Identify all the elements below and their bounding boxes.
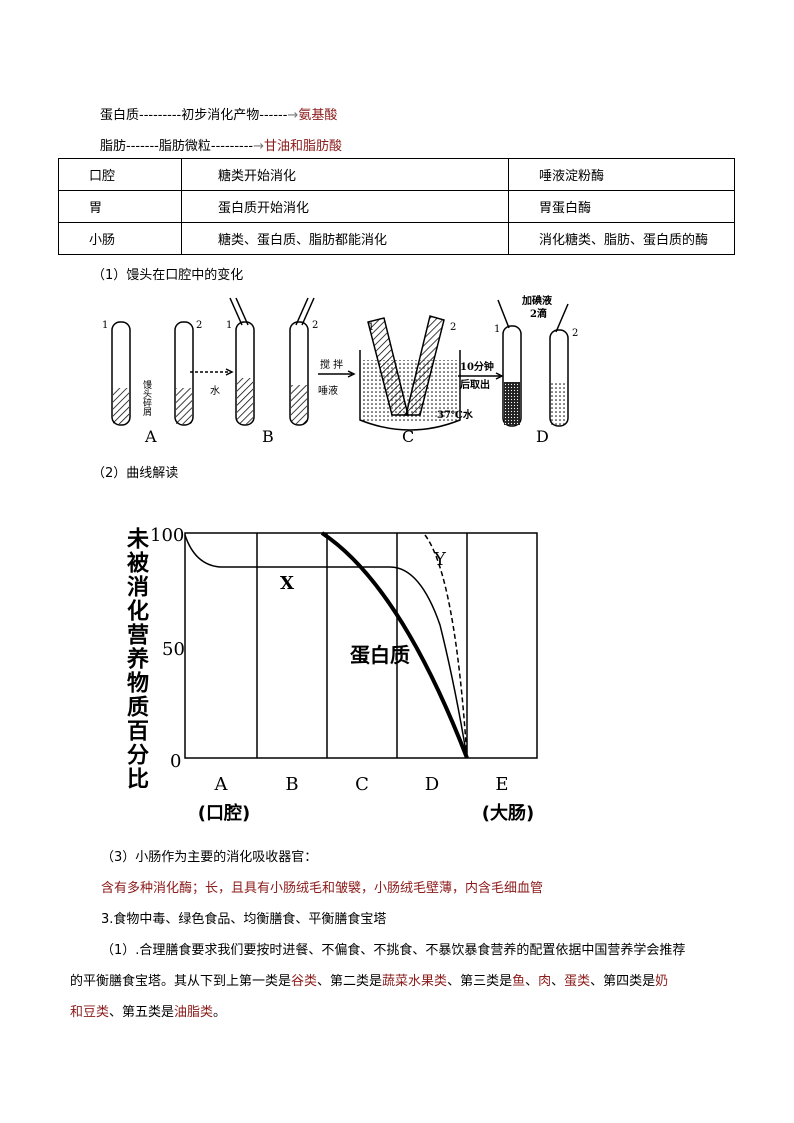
step-label: C: [402, 427, 414, 446]
saliva-label: 唾液: [318, 384, 338, 397]
takeout-label: 后取出: [460, 378, 490, 391]
text: 、第四类是: [590, 974, 656, 989]
highlight: 肉: [538, 974, 552, 989]
table-cell: 胃蛋白酶: [508, 190, 735, 223]
flow-text: 初步消化产物: [181, 108, 260, 123]
highlight: 谷类: [291, 974, 318, 989]
x-tick: C: [355, 774, 369, 795]
x-tick: A: [214, 774, 229, 795]
flow-result: 氨基酸: [298, 108, 338, 123]
test-tube: [289, 321, 309, 426]
arrow-icon: →: [287, 108, 299, 123]
curve-protein: [320, 531, 469, 759]
answer-text: 含有多种消化酶；长，且具有小肠绒毛和皱襞，小肠绒毛壁薄，内含毛细血管: [101, 881, 544, 896]
tube-label: 2: [572, 328, 578, 339]
paragraph-line: （1）.合理膳食要求我们要按时进餐、不偏食、不挑食、不暴饮暴食营养的配置依据中国…: [101, 943, 686, 958]
tube-label: 2: [312, 320, 318, 331]
fat-flow: 脂肪-------脂肪微粒---------→甘油和脂肪酸: [100, 135, 342, 154]
table-row: 小肠 糖类、蛋白质、脂肪都能消化 消化糖类、脂肪、蛋白质的酶: [58, 222, 735, 255]
digestion-curve-figure: 未被消化营养物质百分比 100 50 0 X Y 蛋白质 A B C D E (…: [123, 525, 538, 824]
text: 、第三类是: [447, 974, 513, 989]
y-tick: 100: [150, 525, 184, 546]
x-sublabel: (口腔): [198, 802, 250, 824]
test-tube: [235, 321, 255, 426]
curve-x: [184, 534, 468, 759]
text: 的平衡膳食宝塔。其从下到上第一类是: [70, 974, 292, 989]
text: 、: [551, 974, 565, 989]
drops-label: 2滴: [530, 307, 547, 320]
y-tick: 0: [170, 751, 181, 772]
table-cell: 口腔: [58, 158, 182, 191]
section-heading: （2）曲线解读: [92, 466, 179, 481]
text: 。: [213, 1005, 227, 1020]
section-heading: 3.食物中毒、绿色食品、均衡膳食、平衡膳食宝塔: [101, 912, 387, 927]
table-cell: 糖类开始消化: [181, 158, 509, 191]
flow-dash: ---------: [139, 108, 182, 123]
protein-flow: 蛋白质---------初步消化产物------→氨基酸: [100, 104, 337, 123]
x-sublabel: (大肠): [482, 802, 534, 824]
table-cell: 消化糖类、脂肪、蛋白质的酶: [508, 222, 735, 255]
step-label: B: [262, 427, 274, 446]
table-cell: 唾液淀粉酶: [508, 158, 735, 191]
x-tick: D: [425, 774, 439, 795]
experiment-diagram: 1 2 1 2 1 2 1 2 馒头碎屑 水 唾液 搅 拌 37℃水 10分钟 …: [102, 294, 578, 446]
curve-y-label: Y: [433, 549, 447, 570]
table-row: 口腔 糖类开始消化 唾液淀粉酶: [58, 158, 735, 191]
plot-frame: [184, 532, 538, 759]
text: 、第二类是: [317, 974, 383, 989]
table-cell: 胃: [58, 190, 182, 223]
test-tube: [174, 321, 194, 426]
paragraph-line: 和豆类、第五类是油脂类。: [70, 1001, 226, 1020]
tube-label: 2: [450, 322, 456, 333]
highlight: 鱼: [512, 974, 526, 989]
highlight: 油脂类: [174, 1005, 214, 1020]
bath-label: 37℃水: [437, 408, 474, 421]
crumbs-label: 馒头碎屑: [141, 379, 152, 416]
step-label: A: [144, 427, 157, 446]
test-tube: [111, 321, 131, 426]
y-axis-label: 未被消化营养物质百分比: [123, 527, 150, 791]
tube-label: 1: [226, 320, 232, 331]
table-row: 胃蛋白质开始消化 胃蛋白酶: [58, 190, 735, 223]
wait-label: 10分钟: [460, 360, 494, 373]
table-cell: 小肠: [58, 222, 182, 255]
tube-label: 1: [494, 324, 500, 335]
flow-text: 蛋白质: [100, 108, 140, 123]
text: 、第五类是: [109, 1005, 175, 1020]
step-label: D: [536, 427, 549, 446]
flow-dash: ---------: [210, 139, 254, 154]
protein-label: 蛋白质: [350, 643, 410, 667]
x-tick: E: [495, 774, 508, 795]
tube-label: 1: [368, 322, 374, 333]
tube-label: 2: [196, 320, 202, 331]
flow-text: 脂肪: [100, 139, 127, 154]
arrow-icon: →: [253, 139, 264, 154]
test-tube: [549, 329, 569, 427]
table-cell: 糖类、蛋白质、脂肪都能消化: [181, 222, 509, 255]
table-cell: 蛋白质开始消化: [181, 190, 509, 223]
test-tube: [502, 325, 522, 427]
iodine-label: 加碘液: [521, 294, 552, 307]
flow-dash: -------: [126, 139, 159, 154]
paragraph-line: 的平衡膳食宝塔。其从下到上第一类是谷类、第二类是蔬菜水果类、第三类是鱼、肉、蛋类…: [70, 970, 668, 989]
text: 、: [525, 974, 539, 989]
curve-y: [424, 534, 468, 759]
section-heading: （3）小肠作为主要的消化吸收器官：: [101, 850, 318, 865]
stir-label: 搅 拌: [320, 358, 343, 371]
flow-text: 脂肪微粒: [158, 139, 211, 154]
flow-result: 甘油和脂肪酸: [264, 139, 343, 154]
highlight: 蔬菜水果类: [382, 974, 448, 989]
highlight: 奶: [655, 974, 669, 989]
tube-label: 1: [102, 320, 108, 331]
x-tick: B: [285, 774, 298, 795]
section-heading: （1）馒头在口腔中的变化: [92, 268, 244, 283]
curve-x-label: X: [280, 573, 294, 594]
highlight: 蛋类: [564, 974, 591, 989]
highlight: 和豆类: [70, 1005, 110, 1020]
y-tick: 50: [162, 639, 185, 660]
digestion-table: 口腔 糖类开始消化 唾液淀粉酶 胃蛋白质开始消化 胃蛋白酶 小肠 糖类、蛋白质、脂肪都能…: [58, 158, 735, 255]
water-label: 水: [210, 385, 220, 397]
flow-dash: ------: [259, 108, 288, 123]
